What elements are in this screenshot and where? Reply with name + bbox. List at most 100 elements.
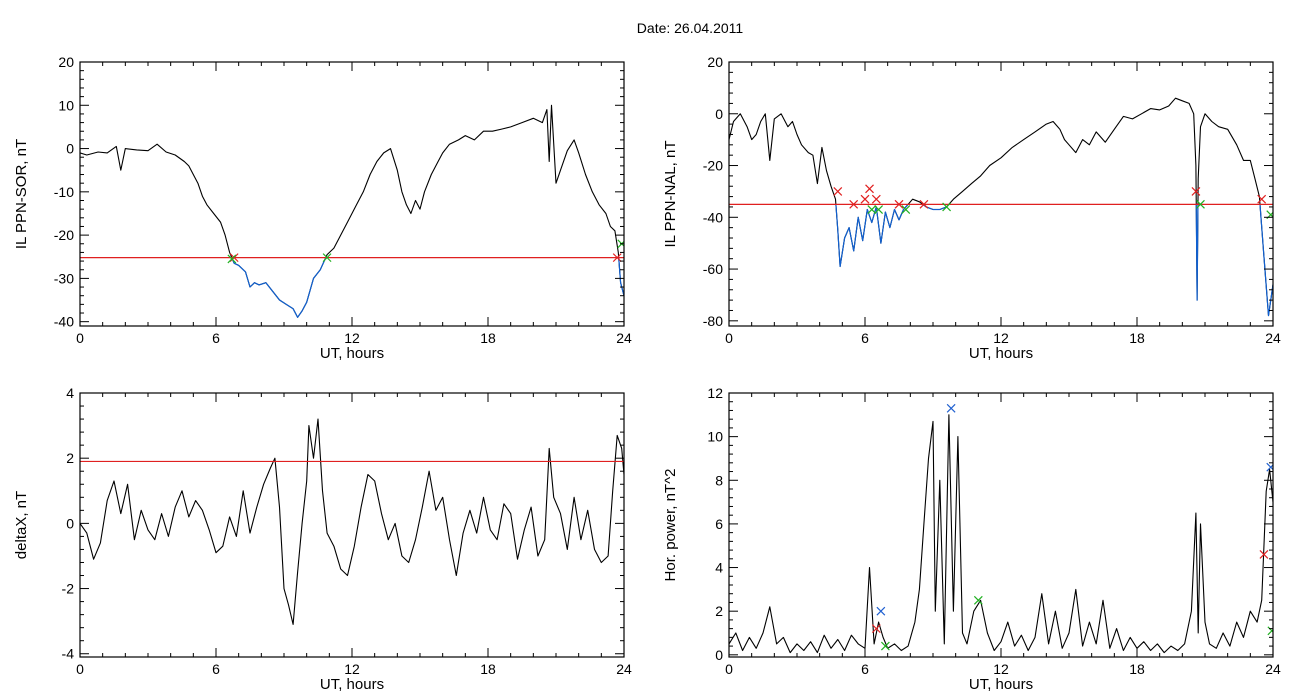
marker-stroke-b <box>942 202 952 212</box>
marker-0 <box>833 186 843 196</box>
marker-4 <box>871 194 881 204</box>
marker-0 <box>229 253 239 263</box>
marker-1 <box>871 624 881 634</box>
x-tick-label: 24 <box>1265 661 1281 677</box>
marker-stroke-b <box>871 624 881 634</box>
marker-stroke-b <box>1259 550 1269 559</box>
marker-stroke-b <box>894 199 904 209</box>
marker-2 <box>322 253 332 263</box>
y-tick-label: -20 <box>54 227 74 243</box>
x-tick-label: 12 <box>993 661 1009 677</box>
figure-title: Date: 26.04.2011 <box>637 20 744 36</box>
y-tick-label: 20 <box>707 54 723 70</box>
marker-stroke-b <box>849 199 859 209</box>
marker-7 <box>894 199 904 209</box>
marker-stroke-b <box>876 606 886 616</box>
marker-stroke-b <box>227 254 237 264</box>
y-tick-label: -80 <box>703 313 723 329</box>
y-tick-label: 2 <box>715 603 723 619</box>
y-tick-label: 0 <box>715 106 723 122</box>
y-tick-label: -20 <box>703 158 723 174</box>
marker-stroke-b <box>833 186 843 196</box>
marker-6 <box>874 205 884 214</box>
x-tick-label: 6 <box>861 330 869 346</box>
marker-stroke-b <box>1267 628 1273 636</box>
y-axis-title: deltaX, nT <box>13 491 30 559</box>
marker-stroke-b <box>1191 186 1201 196</box>
y-tick-label: -10 <box>54 184 74 200</box>
series-line-0 <box>729 97 1273 317</box>
marker-stroke-b <box>865 184 874 194</box>
x-axis-title: UT, hours <box>320 676 384 693</box>
y-tick-label: -40 <box>703 209 723 225</box>
y-tick-label: -60 <box>703 261 723 277</box>
marker-stroke-b <box>322 253 332 263</box>
y-axis-title: Hor. power, nT^2 <box>662 469 679 582</box>
chart-top-left: 0 6 12 18 24 -40 -30 -20 -10 0 10 20 UT, hours IL PPN… <box>13 54 632 362</box>
marker-stroke-b <box>973 595 983 605</box>
marker-4 <box>973 595 983 605</box>
marker-7 <box>1267 626 1273 636</box>
marker-6 <box>1259 550 1269 559</box>
x-tick-label: 12 <box>344 330 360 346</box>
x-tick-label: 24 <box>616 661 632 677</box>
series-line-below-threshold-0 <box>835 204 1273 317</box>
x-tick-label: 24 <box>1265 330 1281 346</box>
x-tick-label: 6 <box>212 330 220 346</box>
marker-stroke-b <box>919 199 929 209</box>
below-threshold-group <box>231 257 624 318</box>
x-tick-label: 0 <box>76 330 84 346</box>
y-tick-label: -30 <box>54 270 74 286</box>
marker-11 <box>1191 186 1201 196</box>
chart-top-right: 0 6 12 18 24 -80 -60 -40 -20 0 20 UT, hours IL PPN-N… <box>662 54 1281 362</box>
marker-3 <box>612 253 622 263</box>
x-tick-label: 24 <box>616 330 632 346</box>
marker-1 <box>849 199 859 209</box>
marker-3 <box>865 184 874 194</box>
x-tick-label: 18 <box>480 330 496 346</box>
plot-area <box>729 97 1273 317</box>
plot-area <box>80 418 624 625</box>
marker-1 <box>227 254 237 264</box>
marker-stroke-b <box>229 253 239 263</box>
y-tick-label: 4 <box>66 385 74 401</box>
y-tick-label: 0 <box>66 141 74 157</box>
marker-stroke-b <box>1266 464 1273 472</box>
x-tick-label: 6 <box>212 661 220 677</box>
marker-stroke-b <box>1257 194 1267 204</box>
marker-8 <box>901 205 911 214</box>
marker-stroke-b <box>874 205 884 214</box>
x-tick-label: 6 <box>861 661 869 677</box>
marker-10 <box>942 202 952 212</box>
y-tick-label: 20 <box>58 54 74 70</box>
y-tick-label: 0 <box>66 515 74 531</box>
marker-3 <box>946 403 956 413</box>
y-tick-label: 10 <box>707 429 723 445</box>
marker-5 <box>1266 462 1273 472</box>
x-axis-title: UT, hours <box>969 345 1033 362</box>
marker-stroke-b <box>880 641 890 651</box>
marker-stroke-b <box>860 194 870 204</box>
y-tick-label: 2 <box>66 450 74 466</box>
plot-frame <box>79 61 625 327</box>
marker-stroke-b <box>612 253 622 263</box>
y-axis-title: IL PPN-NAL, nT <box>662 141 679 248</box>
y-tick-label: 8 <box>715 472 723 488</box>
y-tick-label: 12 <box>707 385 723 401</box>
below-threshold-group <box>835 204 1273 317</box>
marker-9 <box>919 199 929 209</box>
y-axis-title: IL PPN-SOR, nT <box>13 139 30 249</box>
series-line-0 <box>80 418 624 625</box>
series-line-below-threshold-0 <box>231 257 624 318</box>
marker-12 <box>1196 199 1205 209</box>
marker-stroke-b <box>946 403 956 413</box>
y-tick-label: -40 <box>54 314 74 330</box>
marker-13 <box>1257 194 1267 204</box>
x-axis-title: UT, hours <box>969 676 1033 693</box>
plot-area <box>729 403 1273 654</box>
x-tick-label: 12 <box>344 661 360 677</box>
x-tick-label: 18 <box>480 661 496 677</box>
